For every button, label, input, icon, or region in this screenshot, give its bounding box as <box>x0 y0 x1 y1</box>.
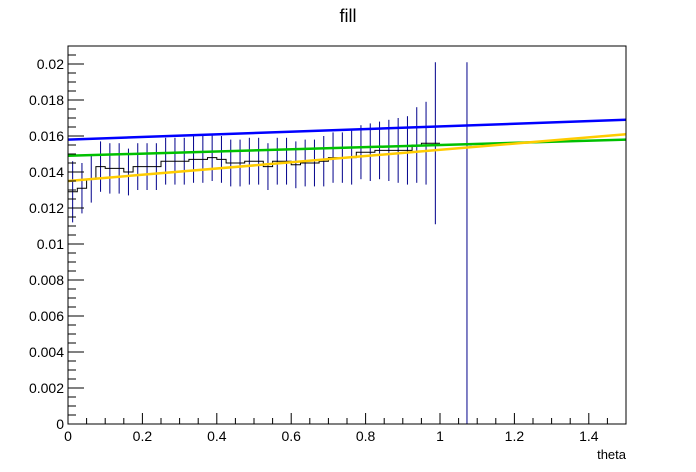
y-tick-label: 0.004 <box>29 344 64 360</box>
y-tick-label: 0.008 <box>29 272 64 288</box>
y-tick-label: 0.014 <box>29 164 64 180</box>
fit-line-3 <box>67 132 627 183</box>
histogram-layer <box>68 62 472 424</box>
y-tick-label: 0.006 <box>29 308 64 324</box>
chart-title: fill <box>340 6 357 26</box>
histogram-steps <box>68 142 440 193</box>
x-tick-label: 0.6 <box>281 428 301 444</box>
x-tick-label: 1.2 <box>505 428 525 444</box>
y-tick-label: 0.016 <box>29 128 64 144</box>
y-tick-label: 0.002 <box>29 380 64 396</box>
y-tick-label: 0.01 <box>37 236 64 252</box>
y-tick-label: 0.012 <box>29 200 64 216</box>
y-tick-label: 0.018 <box>29 92 64 108</box>
fit-lines-layer <box>67 118 627 183</box>
x-tick-label: 0.4 <box>207 428 227 444</box>
plot-frame <box>67 45 627 425</box>
x-tick-label: 1 <box>436 428 444 444</box>
y-tick-label: 0.02 <box>37 56 64 72</box>
x-tick-label: 0.8 <box>356 428 376 444</box>
y-tick-label: 0 <box>56 416 64 432</box>
axes-layer: 0 0.2 0.4 0.6 0.8 1 1.2 1.4 0 0.002 0.004 0.006 0.00… <box>29 45 627 444</box>
fit-line-1 <box>67 118 627 141</box>
x-tick-label: 1.4 <box>579 428 599 444</box>
x-axis-title: theta <box>597 447 627 462</box>
x-tick-label: 0 <box>64 428 72 444</box>
x-tick-label: 0.2 <box>133 428 153 444</box>
